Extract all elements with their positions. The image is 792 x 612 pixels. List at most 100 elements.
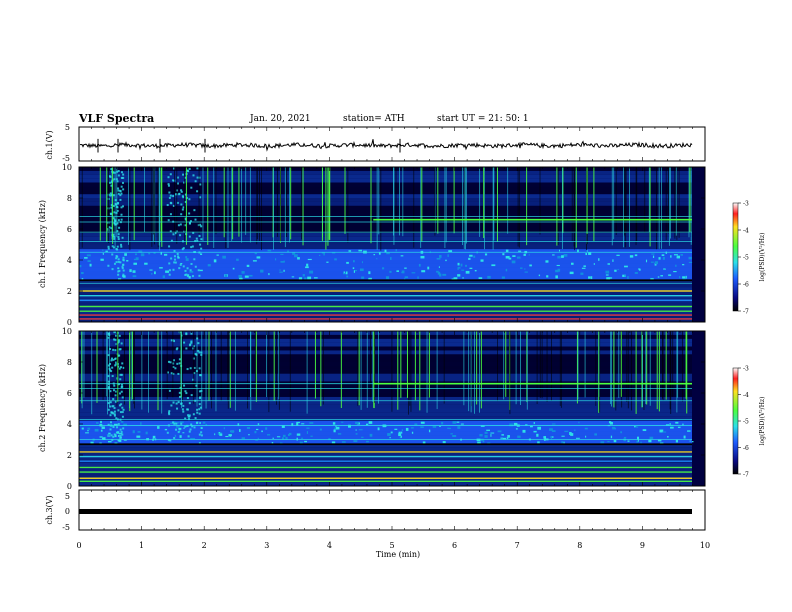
spec-noise-dot [673,254,678,256]
spec-blob-dot [187,435,190,438]
spec-noise-dot [447,254,449,257]
date-label: Jan. 20, 2021 [250,114,311,124]
spec-blob-dot [107,385,110,388]
spec-noise-dot [177,256,180,259]
spec-noise-dot [153,252,156,254]
spec-bg-band [79,302,692,307]
spec-bg-band [79,451,692,455]
spec-blob-dot [119,378,122,381]
spec-noise-dot [132,430,135,434]
spec-blob-dot [121,411,124,414]
spec-blob-dot [168,196,171,199]
spec-blob-dot [172,195,175,198]
spec-noise-dot [387,433,391,436]
spec-blob-dot [117,260,120,263]
spec-noise-dot [682,423,684,426]
spec-bg-band [79,358,692,362]
spec-noise-dot [118,433,123,435]
spec-bg-band [79,221,692,226]
spec-bg-band [79,244,692,249]
spec-noise-dot [205,423,208,426]
spec-blob-dot [196,421,199,424]
spec-blob-dot [119,411,122,414]
spec-blob-dot [114,338,117,341]
spec-blob-dot [109,192,112,195]
spec-noise-dot [291,276,295,278]
spec-noise-dot [291,423,294,427]
spec-noise-dot [593,263,595,265]
spec-noise-band [79,249,692,282]
spec-noise-dot [199,269,203,272]
colorbar-tick-label: -5 [743,255,749,262]
spec-noise-dot [606,277,611,280]
spec-noise-dot [138,250,143,253]
spec-blob-dot [172,365,175,368]
spec-blob-dot [183,224,186,227]
spec-bg-band [79,310,692,315]
spec-blob-dot [180,334,183,337]
spec-blob-dot [175,428,178,431]
spec-noise-dot [584,427,588,430]
spec-noise-dot [634,254,638,257]
spec-noise-dot [439,425,441,427]
spec-blob-dot [192,231,195,234]
spec-noise-dot [505,255,510,259]
spec-bg-band [79,287,692,291]
spec-noise-dot [280,253,284,255]
w2-ylabel: ch.3(V) [45,495,54,524]
spec-noise-dot [460,263,463,267]
spec-blob-dot [199,243,202,246]
spec-noise-dot [682,264,685,266]
spec-blob-dot [182,247,185,250]
spec-noise-dot [334,258,337,261]
spec-blob-dot [112,426,115,429]
spec-noise-dot [272,437,274,440]
spec-blob-dot [198,234,201,237]
spec-blob-dot [122,269,125,272]
spec-noise-dot [241,271,245,274]
spec-blob-dot [168,269,171,272]
spec-blob-dot [121,415,124,418]
spec-noise-dot [522,429,526,433]
spec-blob-dot [181,248,184,251]
spec-noise-dot [411,272,416,274]
spec-blob-dot [107,336,110,339]
spec-noise-dot [399,436,402,439]
spec-noise-dot [154,271,156,275]
spec-noise-dot [335,426,340,430]
y-tick-label: 10 [62,327,72,336]
spec-noise-dot [353,270,357,272]
spec-blob-dot [193,366,196,369]
spec-blob-dot [169,230,172,233]
spec-noise-dot [357,422,360,425]
spec-noise-dot [255,439,259,441]
spec-blob-dot [107,245,110,248]
waveform-top-panel: 5 -5 ch.1(V) [45,123,706,163]
spec-blob-dot [109,181,112,184]
spec-noise-dot [328,438,331,441]
spec-blob-dot [182,404,185,407]
spec-blob-dot [112,246,115,249]
spec-noise-dot [582,273,584,275]
spec-bg-band [79,306,692,311]
spec-noise-dot [645,259,648,263]
spec-blob-dot [175,232,178,235]
spec-noise-dot [420,421,425,424]
x-tick-label: 4 [327,541,332,550]
spec-blob-dot [108,334,111,337]
spec-blob-dot [178,358,181,361]
spec-blob-dot [110,434,113,437]
spec-blob-dot [110,168,113,171]
spec-noise-dot [405,427,409,431]
spec-bg-band [79,482,692,486]
spec-blob-dot [120,176,123,179]
spec-blob-dot [198,351,201,354]
w1-ytick-5: 5 [65,123,70,132]
spec-noise-dot [384,249,387,253]
spec-bg-band [79,369,692,374]
spec-noise-dot [652,255,655,259]
w2-ytick-0: 0 [65,507,70,516]
spec-blob-dot [114,400,117,403]
spec-blob-dot [178,331,181,334]
spec-noise-dot [337,433,342,435]
